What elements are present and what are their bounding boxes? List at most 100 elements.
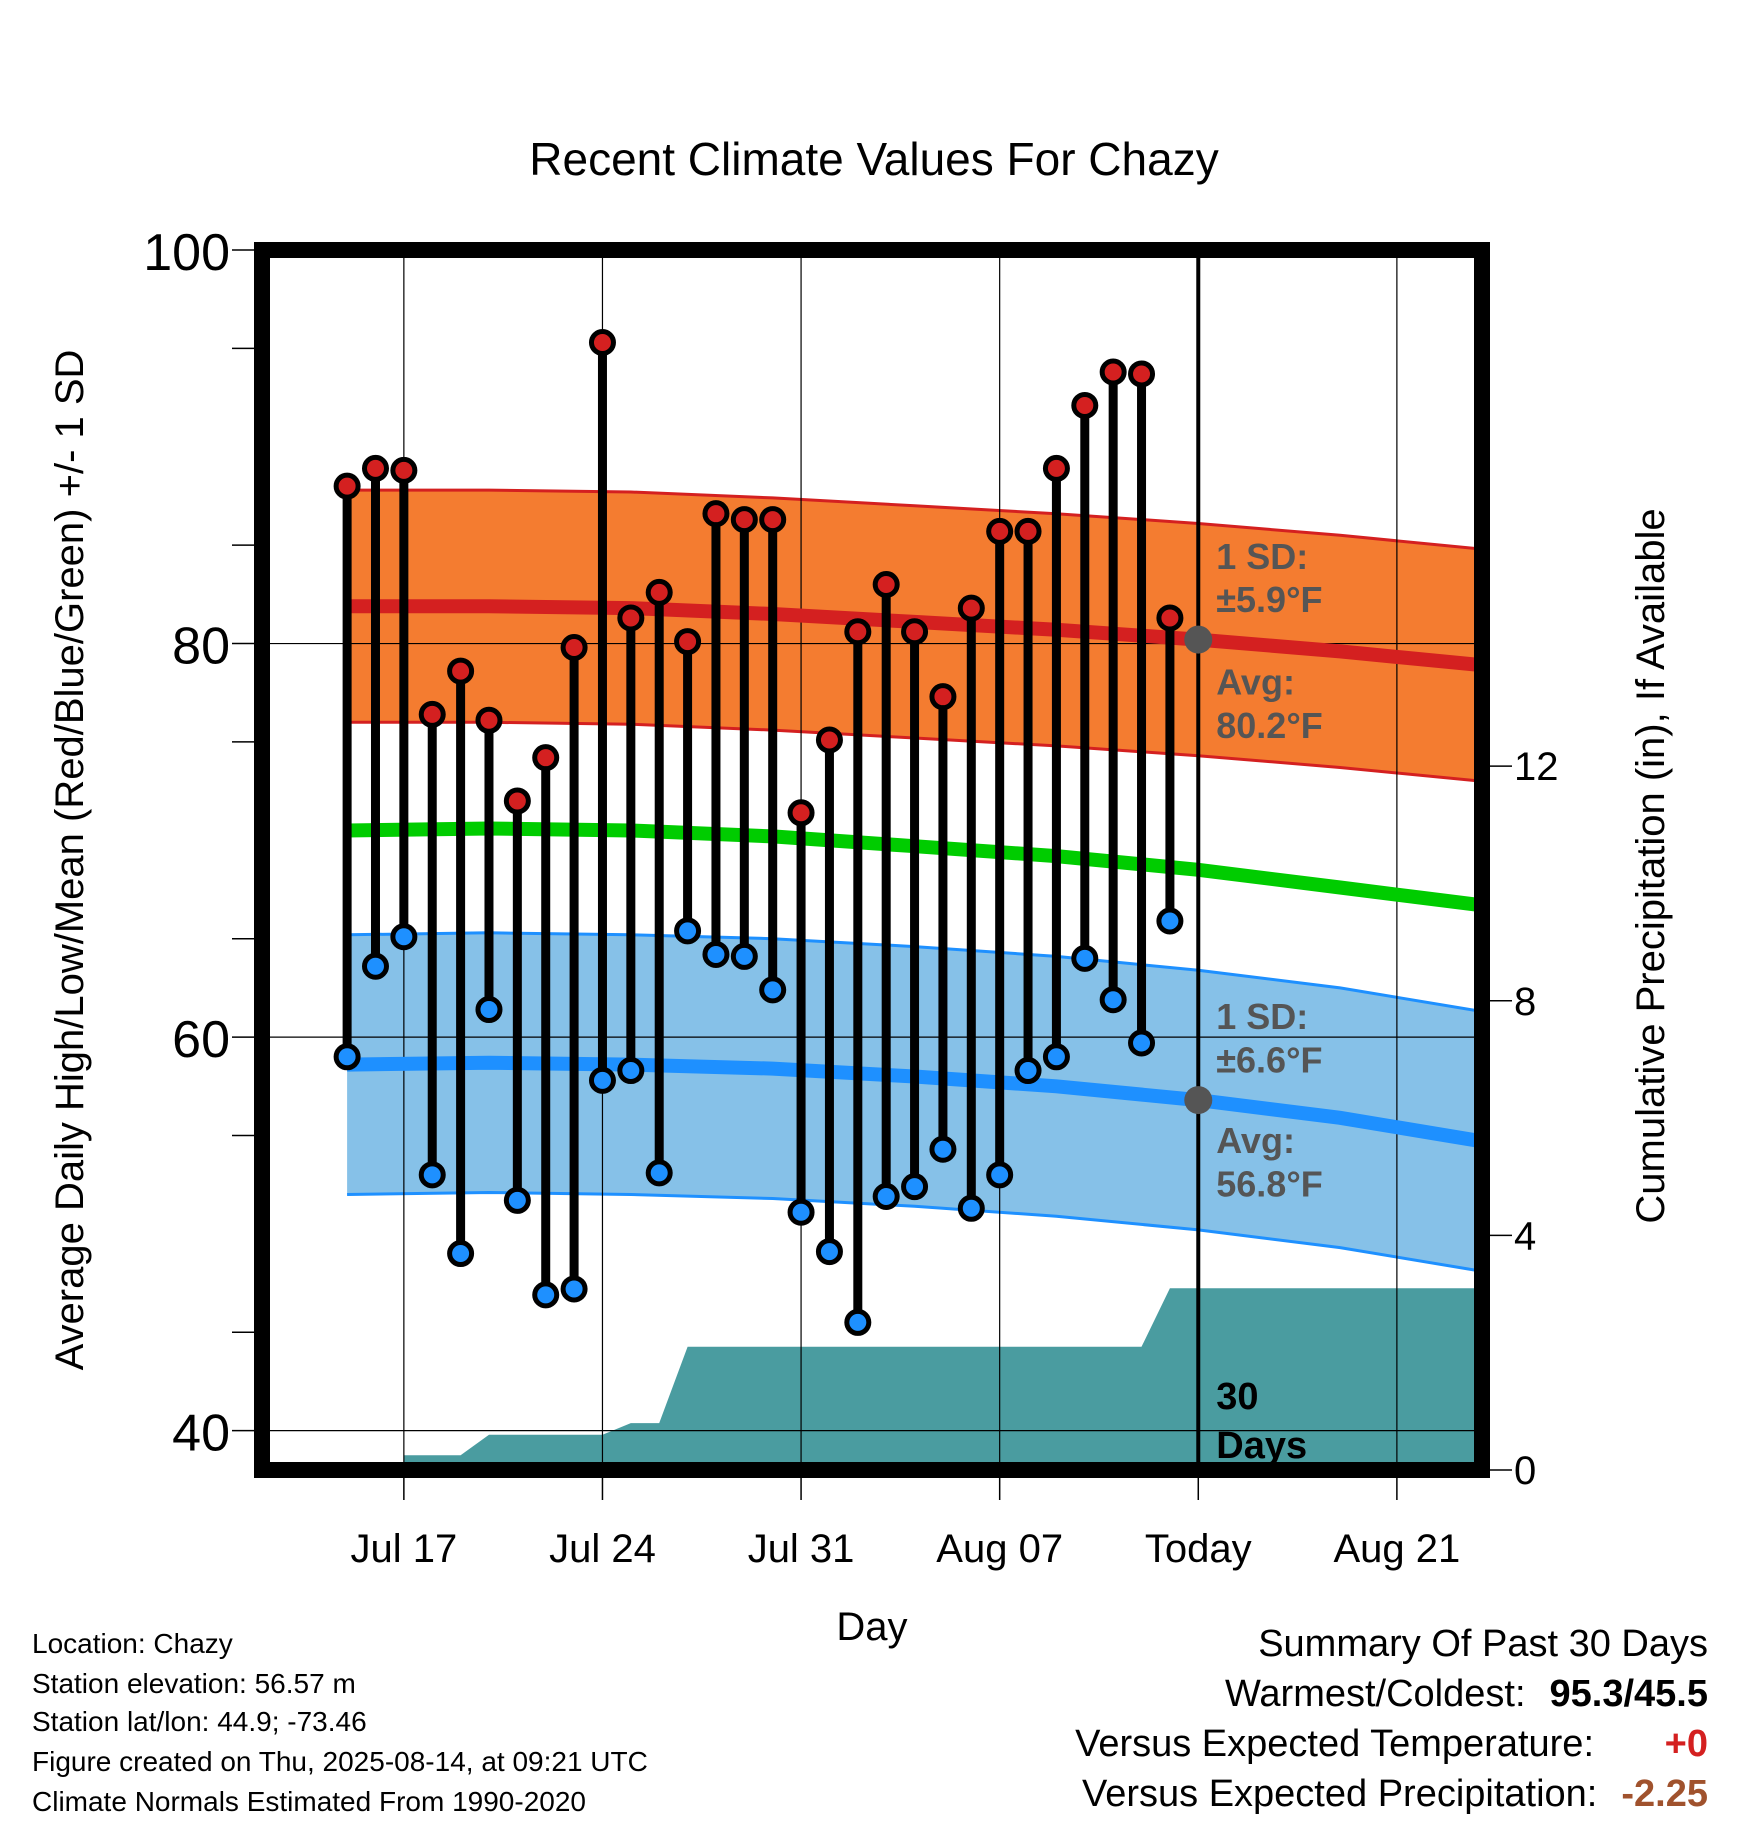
y2-tick-label: 4 [1514,1214,1536,1258]
elevation-text: Station elevation: 56.57 m [32,1668,356,1699]
daily-high-point [390,456,418,484]
daily-low-point [645,1159,673,1187]
daily-low-point [674,917,702,945]
low-sd-lower-line [347,1190,1482,1273]
high-sd-label-line2: ±5.9°F [1216,579,1322,620]
daily-low-point [532,1281,560,1309]
daily-high-point [645,578,673,606]
daily-high-point [588,328,616,356]
daily-low-point [361,952,389,980]
daily-low-point [1128,1029,1156,1057]
daily-low-point [475,996,503,1024]
daily-low-point [872,1182,900,1210]
daily-high-point [447,657,475,685]
daily-low-point [759,976,787,1004]
daily-high-point [957,594,985,622]
daily-low-point [503,1186,531,1214]
x-tick-label: Aug 21 [1333,1527,1460,1571]
daily-high-point [872,571,900,599]
days-label-line2: Days [1216,1425,1307,1467]
latlon-text: Station lat/lon: 44.9; -73.46 [32,1706,367,1737]
x-tick-label: Today [1145,1527,1252,1571]
warm-cold-label: Warmest/Coldest: [1224,1673,1526,1715]
high-avg-label-line1: Avg: [1216,662,1295,703]
daily-low-point [901,1173,929,1201]
daily-high-point [929,683,957,711]
daily-low-point [1099,986,1127,1014]
location-text: Location: Chazy [32,1628,233,1659]
y-tick-label: 60 [172,1011,230,1069]
daily-low-point [390,923,418,951]
daily-low-point [418,1161,446,1189]
days-label-line1: 30 [1216,1376,1258,1418]
daily-high-point [475,706,503,734]
daily-high-point [1099,358,1127,386]
today-low-avg-point [1184,1086,1213,1115]
high-sd-label-line1: 1 SD: [1216,536,1308,577]
daily-high-point [1014,517,1042,545]
daily-low-point [929,1135,957,1163]
daily-high-point [503,787,531,815]
precip-area [347,1288,1482,1470]
daily-high-point [1128,360,1156,388]
daily-low-point [1042,1043,1070,1071]
y-tick-label: 100 [143,224,230,282]
daily-low-point [1071,944,1099,972]
summary-precip: Versus Expected Precipitation: -2.25 [1082,1772,1708,1816]
daily-low-point [1014,1057,1042,1085]
normals-text: Climate Normals Estimated From 1990-2020 [32,1786,586,1817]
daily-low-point [844,1308,872,1336]
daily-high-point [1042,454,1070,482]
x-tick-label: Jul 24 [549,1527,656,1571]
plot-area [262,250,1482,1470]
summary-warm-cold: Warmest/Coldest: 95.3/45.5 [1225,1672,1708,1716]
daily-high-point [532,744,560,772]
chart-title: Recent Climate Values For Chazy [529,133,1218,185]
daily-high-point [1156,604,1184,632]
daily-low-point [787,1198,815,1226]
high-avg-label-line2: 80.2°F [1216,705,1322,746]
x-tick-label: Jul 31 [748,1527,855,1571]
daily-low-point [1156,907,1184,935]
temp-label: Versus Expected Temperature: [1075,1723,1594,1765]
daily-high-point [418,700,446,728]
daily-high-point [361,454,389,482]
daily-low-point [815,1238,843,1266]
x-tick-label: Aug 07 [936,1527,1063,1571]
daily-high-point [759,506,787,534]
y-tick-label: 40 [172,1405,230,1463]
daily-low-point [702,940,730,968]
daily-high-point [560,633,588,661]
low-avg-label-line1: Avg: [1216,1120,1295,1161]
daily-low-point [560,1275,588,1303]
daily-low-point [986,1161,1014,1189]
created-text: Figure created on Thu, 2025-08-14, at 09… [32,1746,648,1777]
high-sd-upper-line [347,488,1482,551]
temp-value: +0 [1664,1723,1708,1765]
y2-tick-label: 12 [1514,745,1559,789]
y-axis-title: Average Daily High/Low/Mean (Red/Blue/Gr… [48,350,92,1371]
daily-low-point [447,1240,475,1268]
daily-high-point [901,618,929,646]
daily-high-point [333,472,361,500]
plot-frame [254,242,1490,1478]
y2-tick-label: 8 [1514,980,1536,1024]
daily-high-point [1071,391,1099,419]
low-sd-label-line1: 1 SD: [1216,996,1308,1037]
daily-high-point [617,604,645,632]
precip-value: -2.25 [1621,1773,1708,1815]
today-high-avg-point [1184,625,1213,654]
y2-axis-title: Cumulative Precipitation (in), If Availa… [1629,508,1673,1223]
daily-high-point [844,618,872,646]
precip-label: Versus Expected Precipitation: [1081,1773,1598,1815]
daily-high-point [986,517,1014,545]
daily-low-point [588,1066,616,1094]
y-tick-label: 80 [172,618,230,676]
y2-tick-label: 0 [1514,1449,1536,1493]
daily-low-point [333,1043,361,1071]
daily-high-point [702,500,730,528]
summary-temp: Versus Expected Temperature: +0 [1075,1722,1708,1766]
daily-low-point [617,1057,645,1085]
x-tick-label: Jul 17 [350,1527,457,1571]
